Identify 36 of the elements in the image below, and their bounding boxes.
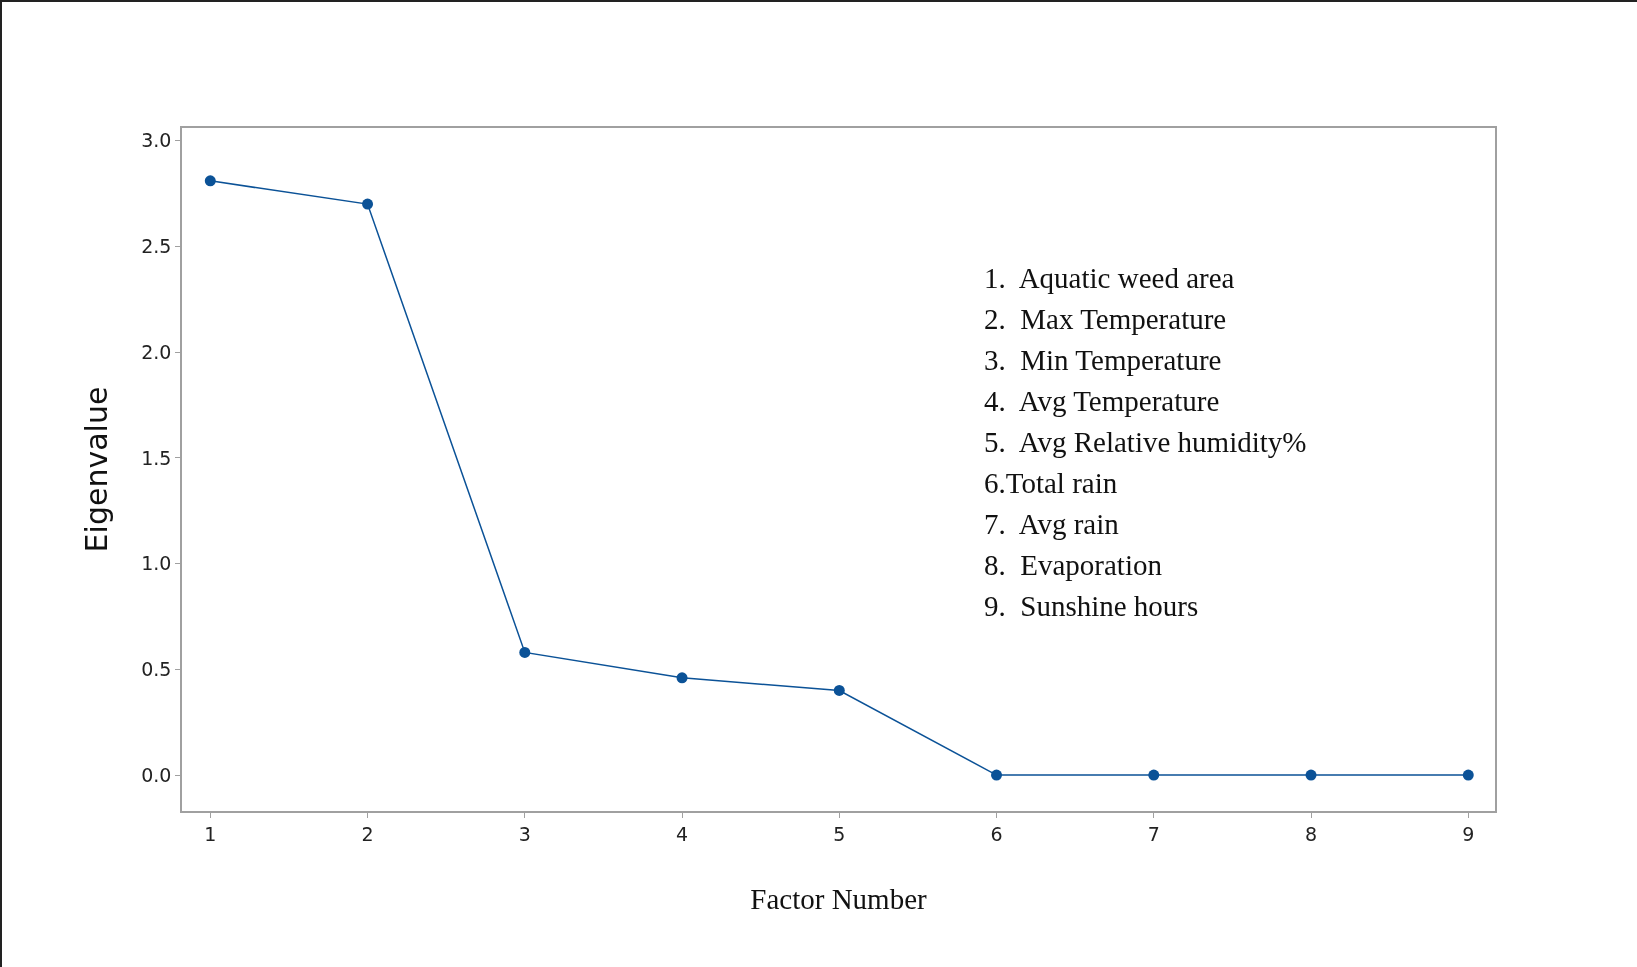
- annotation: 4. Avg Temperature: [984, 385, 1220, 417]
- x-tick-label: 5: [833, 822, 846, 845]
- y-tick-label: 2.0: [141, 340, 172, 363]
- x-tick-label: 1: [204, 822, 217, 845]
- y-axis-title: Eigenvalue: [78, 386, 114, 553]
- annotation: 2. Max Temperature: [984, 303, 1227, 335]
- x-tick-label: 8: [1304, 822, 1318, 845]
- annotation: 1. Aquatic weed area: [984, 262, 1235, 294]
- point: [991, 769, 1003, 781]
- point: [1305, 769, 1317, 781]
- point: [519, 646, 531, 658]
- point: [362, 198, 374, 210]
- x-tick-label: 6: [990, 822, 1003, 845]
- point: [833, 684, 845, 696]
- annotation: 6.Total rain: [984, 467, 1118, 499]
- point: [204, 175, 216, 187]
- x-tick-label: 7: [1147, 822, 1160, 845]
- y-tick-label: 1.0: [141, 552, 172, 575]
- y-tick-label: 2.5: [141, 235, 172, 258]
- x-tick-label: 9: [1462, 822, 1475, 845]
- x-axis-title: Factor Number: [750, 882, 928, 915]
- annotation: 5. Avg Relative humidity%: [984, 426, 1307, 458]
- y-tick-label: 1.5: [141, 446, 172, 469]
- x-tick-label: 3: [518, 822, 531, 845]
- annotation: 8. Evaporation: [984, 549, 1163, 581]
- y-tick-label: 0.5: [141, 657, 172, 680]
- y-tick-label: 3.0: [141, 129, 172, 152]
- point: [676, 672, 688, 684]
- point: [1462, 769, 1474, 781]
- x-tick-label: 2: [361, 822, 374, 845]
- annotation: 9. Sunshine hours: [984, 590, 1199, 622]
- point: [1148, 769, 1160, 781]
- annotation: 7. Avg rain: [984, 508, 1120, 540]
- y-tick-label: 0.0: [141, 763, 172, 786]
- annotation: 3. Min Temperature: [984, 344, 1222, 376]
- x-tick-label: 4: [675, 822, 689, 845]
